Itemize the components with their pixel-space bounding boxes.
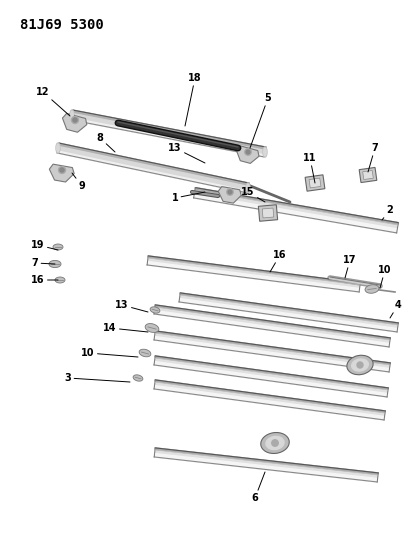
Ellipse shape <box>245 149 251 155</box>
Ellipse shape <box>60 168 64 172</box>
Ellipse shape <box>70 110 74 120</box>
Text: 3: 3 <box>64 373 130 383</box>
Ellipse shape <box>49 261 61 268</box>
Text: 10: 10 <box>378 265 392 288</box>
Ellipse shape <box>227 189 233 195</box>
Polygon shape <box>62 114 87 132</box>
Ellipse shape <box>71 111 73 119</box>
Polygon shape <box>194 194 397 233</box>
Polygon shape <box>154 385 385 420</box>
Polygon shape <box>195 188 399 224</box>
Polygon shape <box>155 448 378 474</box>
Ellipse shape <box>264 148 266 156</box>
Polygon shape <box>359 167 377 182</box>
Ellipse shape <box>53 244 63 250</box>
Ellipse shape <box>351 359 368 371</box>
Polygon shape <box>259 205 278 221</box>
Polygon shape <box>147 256 360 292</box>
Ellipse shape <box>246 150 250 154</box>
Ellipse shape <box>145 324 159 333</box>
Polygon shape <box>57 151 247 193</box>
Ellipse shape <box>57 144 59 152</box>
Ellipse shape <box>139 349 151 357</box>
Polygon shape <box>154 356 388 397</box>
Text: 18: 18 <box>185 73 202 126</box>
Ellipse shape <box>246 183 250 193</box>
Polygon shape <box>218 187 241 203</box>
Text: 14: 14 <box>103 323 148 333</box>
Text: 5: 5 <box>250 93 271 148</box>
Polygon shape <box>236 146 259 164</box>
Text: 17: 17 <box>343 255 357 278</box>
Text: 15: 15 <box>241 187 265 202</box>
Text: 81J69 5300: 81J69 5300 <box>20 18 104 32</box>
Polygon shape <box>71 110 266 157</box>
Polygon shape <box>180 293 398 324</box>
Polygon shape <box>73 110 266 149</box>
Text: 2: 2 <box>382 205 393 220</box>
Polygon shape <box>147 262 360 292</box>
Polygon shape <box>59 143 249 185</box>
Text: 12: 12 <box>36 87 70 116</box>
Ellipse shape <box>73 118 77 122</box>
Polygon shape <box>309 178 321 188</box>
Ellipse shape <box>247 184 249 192</box>
Polygon shape <box>154 361 387 397</box>
Ellipse shape <box>357 362 363 368</box>
Text: 7: 7 <box>32 258 55 268</box>
Ellipse shape <box>59 166 66 174</box>
Text: 16: 16 <box>31 275 58 285</box>
Text: 7: 7 <box>368 143 378 172</box>
Ellipse shape <box>56 143 60 153</box>
Text: 13: 13 <box>168 143 205 163</box>
Polygon shape <box>154 310 389 347</box>
Polygon shape <box>179 293 398 332</box>
Polygon shape <box>179 298 398 332</box>
Polygon shape <box>155 380 385 413</box>
Polygon shape <box>154 336 389 372</box>
Text: 10: 10 <box>81 348 138 358</box>
Polygon shape <box>154 454 377 482</box>
Ellipse shape <box>71 117 78 124</box>
Polygon shape <box>155 305 390 340</box>
Polygon shape <box>363 171 373 180</box>
Polygon shape <box>49 164 74 182</box>
Ellipse shape <box>272 440 278 446</box>
Ellipse shape <box>228 190 232 194</box>
Ellipse shape <box>266 437 284 449</box>
Polygon shape <box>154 305 390 347</box>
Text: 13: 13 <box>115 300 148 312</box>
Polygon shape <box>194 188 399 233</box>
Text: 11: 11 <box>303 153 317 183</box>
Ellipse shape <box>150 307 160 313</box>
Text: 16: 16 <box>270 250 287 272</box>
Text: 19: 19 <box>31 240 58 250</box>
Polygon shape <box>154 331 390 372</box>
Polygon shape <box>148 256 360 284</box>
Ellipse shape <box>263 147 267 157</box>
Text: 9: 9 <box>72 173 85 191</box>
Ellipse shape <box>347 356 373 375</box>
Polygon shape <box>154 380 385 420</box>
Text: 4: 4 <box>390 300 401 318</box>
Polygon shape <box>155 331 390 365</box>
Text: 1: 1 <box>172 192 205 203</box>
Ellipse shape <box>133 375 143 381</box>
Ellipse shape <box>55 277 65 283</box>
Ellipse shape <box>261 432 289 454</box>
Text: 6: 6 <box>252 472 265 503</box>
Text: 8: 8 <box>97 133 115 152</box>
Polygon shape <box>57 143 249 193</box>
Polygon shape <box>154 448 378 482</box>
Polygon shape <box>71 118 264 157</box>
Ellipse shape <box>365 285 379 293</box>
Polygon shape <box>305 175 325 191</box>
Polygon shape <box>155 356 388 389</box>
Polygon shape <box>262 208 274 218</box>
